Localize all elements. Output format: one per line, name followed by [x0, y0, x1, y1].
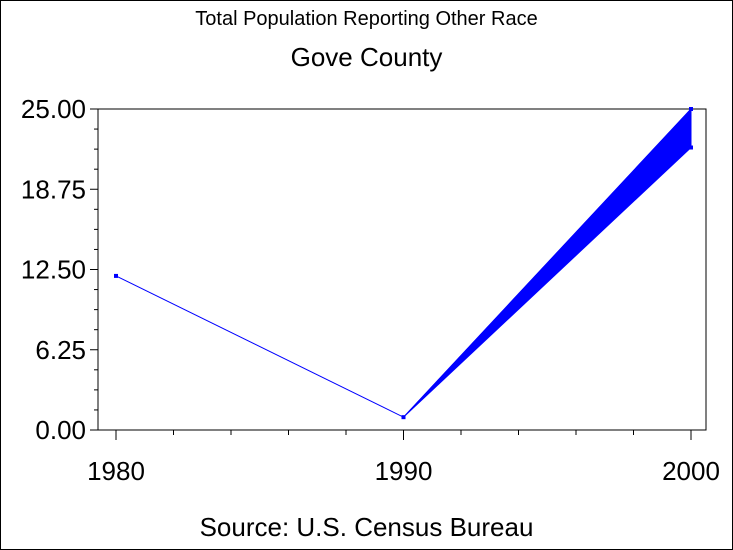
chart-subtitle: Gove County — [290, 42, 443, 72]
y-tick-label: 0.00 — [35, 415, 86, 445]
series-line — [115, 108, 692, 418]
y-tick-label: 18.75 — [21, 174, 86, 204]
y-tick-label: 25.00 — [21, 94, 86, 124]
data-point — [689, 107, 693, 111]
x-tick-label: 1980 — [87, 456, 145, 486]
y-tick-label: 6.25 — [35, 335, 86, 365]
y-tick-label: 12.50 — [21, 255, 86, 285]
plot-area — [97, 108, 707, 431]
x-tick-label: 1990 — [375, 456, 433, 486]
data-point — [689, 145, 693, 150]
x-tick-label: 2000 — [662, 456, 720, 486]
data-point — [114, 273, 118, 278]
chart-title: Total Population Reporting Other Race — [195, 8, 538, 30]
chart-footnote: Source: U.S. Census Bureau — [199, 512, 534, 542]
chart-axes — [90, 108, 707, 440]
tick-labels: 0.00 6.25 12.50 18.75 25.00 1980 1990 2000 — [21, 94, 720, 486]
chart-marks — [114, 107, 693, 420]
data-point — [401, 415, 406, 420]
